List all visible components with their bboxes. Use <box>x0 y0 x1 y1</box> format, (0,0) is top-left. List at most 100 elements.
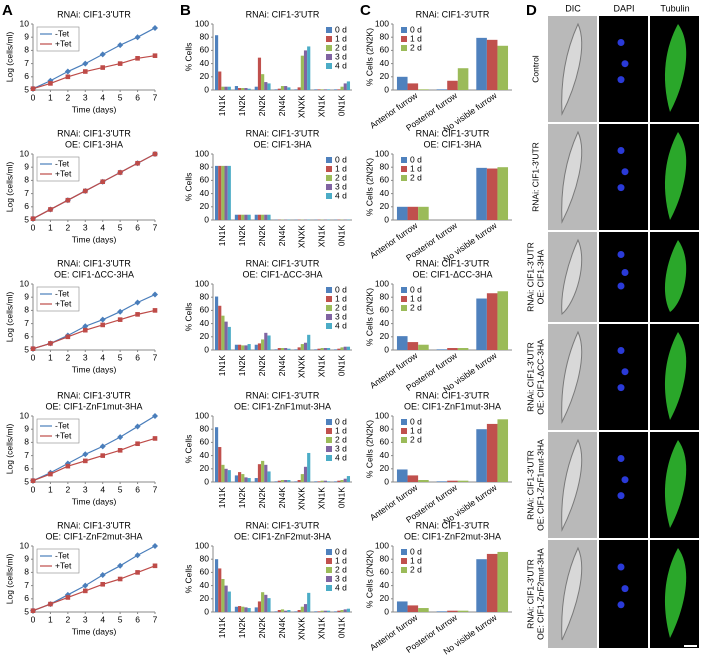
x-tick-label: 7 <box>153 614 158 624</box>
legend-swatch <box>401 166 407 172</box>
bar <box>297 347 301 350</box>
y-tick-label: 60 <box>380 175 390 185</box>
panel-label: C <box>360 2 371 19</box>
x-tick-label: XN1K <box>316 95 326 118</box>
legend-label: 0 d <box>335 284 347 294</box>
bar <box>274 611 278 612</box>
y-tick-label: 6 <box>24 331 29 341</box>
point <box>82 458 88 464</box>
x-axis-label: Time (days) <box>72 496 117 506</box>
bar <box>300 344 304 350</box>
point <box>134 552 141 559</box>
point <box>65 334 71 340</box>
x-tick-label: 0N1K <box>336 355 346 377</box>
legend-label: 1 d <box>410 555 422 565</box>
bar <box>337 480 341 482</box>
x-axis-label: Time (days) <box>72 364 117 374</box>
bar <box>396 601 408 612</box>
y-tick-label: 60 <box>200 305 210 315</box>
x-tick-label: XN1K <box>316 617 326 640</box>
y-axis-label: % Cells (2N2K) <box>364 550 374 608</box>
x-tick-label: 4 <box>100 614 105 624</box>
bar <box>320 480 324 482</box>
point <box>65 595 71 600</box>
y-tick-label: 0 <box>204 84 209 94</box>
legend-swatch <box>326 287 332 293</box>
dapi-nucleus <box>617 282 625 290</box>
bar <box>334 349 338 350</box>
chart-title: OE: CIF1-3HA <box>423 139 481 149</box>
bar <box>244 607 248 612</box>
bar <box>214 427 219 482</box>
column-header: Tubulin <box>660 3 689 13</box>
point <box>117 562 124 569</box>
point <box>135 312 140 317</box>
point <box>82 60 89 67</box>
y-tick-label: 100 <box>195 18 209 28</box>
legend-label: 0 d <box>335 24 347 34</box>
x-tick-label: 0 <box>31 92 36 102</box>
bar <box>326 348 331 350</box>
legend-label: 4 d <box>335 452 347 462</box>
point <box>135 441 140 447</box>
bar <box>346 476 351 482</box>
legend-swatch <box>326 437 332 443</box>
bar <box>218 447 222 482</box>
bar <box>257 464 262 482</box>
chart-title: RNAi: CIF1-3'UTR <box>416 9 490 19</box>
legend-label: 3 d <box>335 311 347 321</box>
dapi-image <box>599 16 648 122</box>
x-tick-label: 3 <box>83 222 88 232</box>
x-axis-label: Time (days) <box>72 234 117 244</box>
x-tick-label: 5 <box>118 222 123 232</box>
bar <box>323 89 327 90</box>
bar <box>287 87 291 90</box>
y-axis-label: Log (cells/ml) <box>4 292 14 343</box>
bar <box>261 74 265 90</box>
chart-title: RNAi: CIF1-3'UTR <box>57 390 131 400</box>
x-tick-label: 5 <box>118 614 123 624</box>
chart-title: RNAi: CIF1-3'UTR <box>416 390 490 400</box>
legend-swatch <box>326 175 332 181</box>
bar <box>244 477 248 482</box>
y-tick-label: 80 <box>200 31 210 41</box>
x-tick-label: 1N2K <box>237 355 247 377</box>
bar <box>307 334 311 350</box>
series-line <box>32 55 156 90</box>
chart-title: RNAi: CIF1-3'UTR <box>416 128 490 138</box>
bar <box>224 468 228 482</box>
bar <box>274 349 278 350</box>
bar <box>261 339 265 350</box>
y-tick-label: 20 <box>380 463 390 473</box>
dapi-image <box>599 324 648 430</box>
point <box>135 56 140 61</box>
point <box>48 471 53 477</box>
bar <box>497 45 509 90</box>
point <box>99 443 106 450</box>
point <box>152 151 158 157</box>
bar <box>407 83 419 90</box>
legend-label: 0 d <box>410 154 422 164</box>
x-tick-label: XNXK <box>297 95 307 118</box>
y-tick-label: 80 <box>380 31 390 41</box>
row-label: RNAi: CIF1-3'UTR <box>525 242 535 312</box>
x-tick-label: 6 <box>135 484 140 494</box>
y-tick-label: 40 <box>380 450 390 460</box>
legend-swatch <box>326 419 332 425</box>
point <box>117 576 123 582</box>
bar <box>486 293 498 350</box>
x-tick-label: XNXK <box>297 225 307 248</box>
x-tick-label: 1 <box>48 614 53 624</box>
legend-label: -Tet <box>55 550 70 560</box>
bar <box>307 592 311 612</box>
dapi-nucleus <box>617 76 625 84</box>
bar <box>264 594 268 612</box>
bar <box>486 423 498 482</box>
bar <box>326 481 331 482</box>
y-tick-label: 7 <box>24 188 29 198</box>
legend-swatch <box>326 428 332 434</box>
y-tick-label: 40 <box>200 318 210 328</box>
y-axis-label: Log (cells/ml) <box>4 162 14 213</box>
series-line <box>32 153 156 220</box>
bar <box>297 480 301 482</box>
